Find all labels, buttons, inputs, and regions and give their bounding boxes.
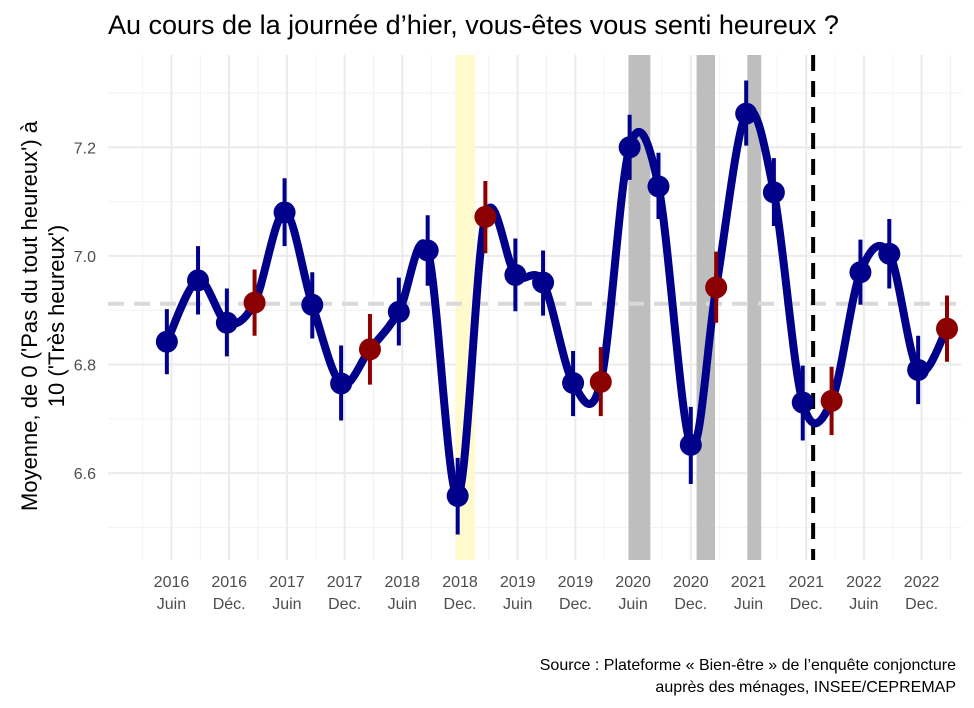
shaded-period-2 [628, 55, 651, 560]
data-point [820, 389, 843, 412]
shaded-period-4 [747, 55, 762, 560]
data-point [935, 317, 958, 340]
data-point [273, 201, 296, 224]
y-tick-label: 7.0 [74, 249, 96, 266]
x-tick-month: Juin [503, 596, 532, 613]
x-tick-year: 2019 [558, 574, 594, 591]
caption-line-1: Source : Plateforme « Bien-être » de l’e… [540, 657, 956, 674]
data-point [187, 269, 210, 292]
data-point [243, 291, 266, 314]
x-tick-year: 2018 [384, 574, 420, 591]
data-point [907, 358, 930, 381]
x-tick-year: 2022 [846, 574, 882, 591]
x-tick-month: Juin [157, 596, 186, 613]
data-point [735, 102, 758, 125]
x-tick-month: Juin [388, 596, 417, 613]
grid-minor [108, 55, 962, 560]
data-point [791, 391, 814, 414]
x-tick-month: Dec. [905, 596, 938, 613]
data-point [705, 276, 728, 299]
x-tick-month: Dec. [674, 596, 707, 613]
x-tick-year: 2020 [615, 574, 651, 591]
data-point [878, 242, 901, 265]
data-point [647, 175, 670, 198]
y-axis-ticks: 6.6 6.8 7.0 7.2 [74, 140, 96, 483]
data-point [562, 371, 585, 394]
data-point [618, 136, 641, 159]
error-bars [164, 80, 949, 535]
x-tick-year: 2019 [500, 574, 536, 591]
data-point [301, 293, 324, 316]
x-tick-year: 2021 [788, 574, 824, 591]
x-tick-month: Dec. [444, 596, 477, 613]
x-tick-month: Juin [272, 596, 301, 613]
y-axis-label-line-1: Moyenne, de 0 ('Pas du tout heureux') à [17, 120, 42, 511]
data-point [358, 338, 381, 361]
x-tick-year: 2022 [904, 574, 940, 591]
x-tick-month: Juin [734, 596, 763, 613]
x-tick-month: Juin [849, 596, 878, 613]
data-point [504, 263, 527, 286]
x-tick-month: Déc. [213, 596, 246, 613]
data-point [849, 261, 872, 284]
x-tick-year: 2021 [731, 574, 767, 591]
x-tick-year: 2016 [154, 574, 190, 591]
x-tick-month: Dec. [559, 596, 592, 613]
caption-line-2: auprès des ménages, INSEE/CEPREMAP [655, 679, 956, 696]
data-point [387, 300, 410, 323]
data-point [155, 330, 178, 353]
y-axis-label: Moyenne, de 0 ('Pas du tout heureux') à … [17, 120, 69, 511]
x-axis-ticks: 2016 Juin 2016 Déc. 2017 Juin 2017 Dec. 2018 Juin… [154, 574, 940, 613]
data-point [215, 311, 238, 334]
y-axis-label-line-2: 10 ('Très heureux') [44, 225, 69, 407]
y-tick-label: 6.6 [74, 466, 96, 483]
x-tick-year: 2018 [442, 574, 478, 591]
chart-title: Au cours de la journée d’hier, vous-êtes… [108, 10, 839, 40]
x-tick-month: Dec. [790, 596, 823, 613]
x-tick-year: 2016 [211, 574, 247, 591]
x-tick-month: Dec. [328, 596, 361, 613]
x-tick-year: 2017 [269, 574, 305, 591]
data-point [589, 370, 612, 393]
x-tick-year: 2020 [673, 574, 709, 591]
data-point [416, 239, 439, 262]
data-point [679, 433, 702, 456]
x-tick-month: Juin [618, 596, 647, 613]
data-point [446, 484, 469, 507]
data-point [474, 205, 497, 228]
data-point [532, 271, 555, 294]
data-point [762, 181, 785, 204]
y-tick-label: 7.2 [74, 140, 96, 157]
x-tick-year: 2017 [327, 574, 363, 591]
data-points [155, 102, 958, 507]
y-tick-label: 6.8 [74, 358, 96, 375]
data-point [330, 372, 353, 395]
